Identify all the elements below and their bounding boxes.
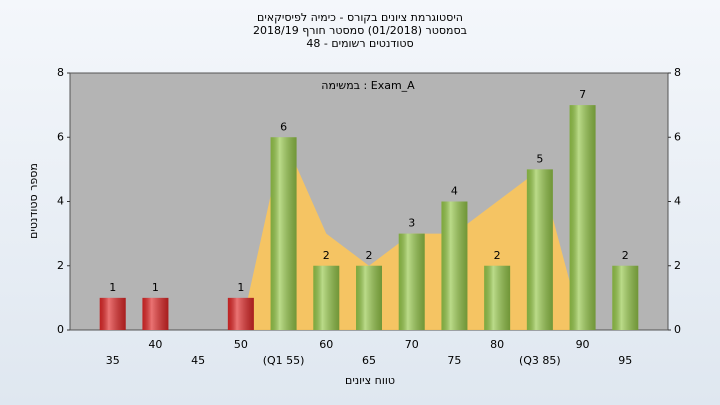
data-label: 1: [109, 281, 116, 294]
bar-shine: [441, 201, 468, 330]
bar-shine: [142, 297, 169, 330]
x-tick-label: 65: [362, 354, 376, 367]
y2-tick-label: 8: [674, 66, 681, 79]
y-tick-label: 4: [57, 195, 64, 208]
y2-tick-label: 2: [674, 259, 681, 272]
y2-tick-label: 6: [674, 130, 681, 143]
data-label: 2: [323, 249, 330, 262]
data-label: 4: [451, 185, 458, 198]
data-label: 3: [408, 217, 415, 230]
bar-shine: [526, 169, 553, 330]
y-tick-label: 8: [57, 66, 64, 79]
chart-title: היסטוגרמת ציונים בקורס - כימיה לפיסיקאים: [257, 11, 463, 24]
y-tick-label: 0: [57, 323, 64, 336]
chart-subtitle: סטודנטים רשומים - 48: [306, 37, 413, 50]
data-label: 1: [237, 281, 244, 294]
x-tick-label: 50: [234, 338, 248, 351]
annotation: במשימה : Exam_A: [321, 79, 415, 92]
y2-tick-label: 0: [674, 323, 681, 336]
x-tick-label: 70: [405, 338, 419, 351]
bar-shine: [227, 297, 254, 330]
data-label: 5: [536, 152, 543, 165]
x-axis-label: טווח ציונים: [345, 374, 395, 387]
bar-shine: [612, 265, 639, 330]
data-label: 2: [494, 249, 501, 262]
x-tick-label: 95: [618, 354, 632, 367]
y-tick-label: 2: [57, 259, 64, 272]
x-tick-label: 80: [490, 338, 504, 351]
y-axis-label: מספר סטודנטים: [27, 163, 40, 239]
data-label: 6: [280, 120, 287, 133]
data-label: 2: [366, 249, 373, 262]
data-label: 1: [152, 281, 159, 294]
bar-shine: [99, 297, 126, 330]
x-tick-label: 40: [148, 338, 162, 351]
bar-shine: [356, 265, 382, 330]
x-tick-label: 45: [191, 354, 205, 367]
bar-shine: [270, 137, 297, 330]
x-tick-label: 75: [447, 354, 461, 367]
y-tick-label: 6: [57, 130, 64, 143]
x-tick-label: (Q3 85): [519, 354, 561, 367]
x-tick-label: 35: [106, 354, 120, 367]
data-label: 2: [622, 249, 629, 262]
x-tick-label: (Q1 55): [263, 354, 305, 367]
x-tick-label: 60: [319, 338, 333, 351]
bar-shine: [484, 265, 511, 330]
bar-shine: [313, 265, 340, 330]
bar-shine: [569, 105, 596, 330]
data-label: 7: [579, 88, 586, 101]
x-tick-label: 90: [576, 338, 590, 351]
chart-subtitle: בסמסטר (01/2018) סמסטר חורף 2018/19: [253, 24, 467, 37]
y2-tick-label: 4: [674, 195, 681, 208]
bar-shine: [398, 233, 425, 330]
